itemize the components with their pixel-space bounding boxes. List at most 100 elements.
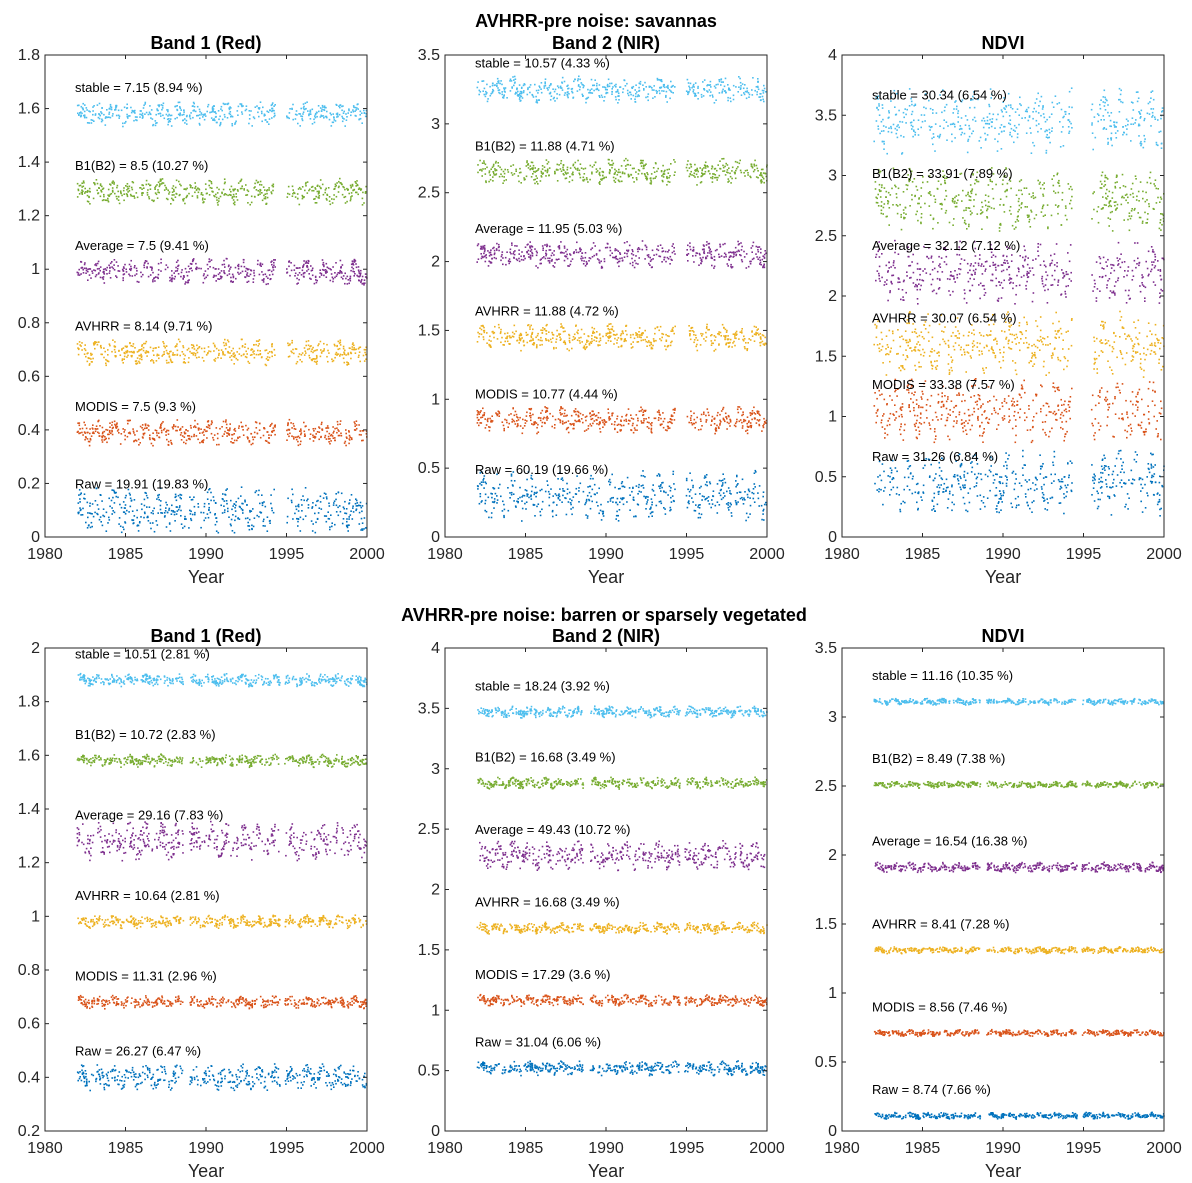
data-point bbox=[107, 354, 109, 356]
data-point bbox=[610, 82, 613, 85]
data-point bbox=[262, 281, 265, 283]
data-point bbox=[113, 491, 116, 494]
data-point bbox=[191, 347, 194, 349]
data-point bbox=[268, 437, 270, 439]
data-point bbox=[532, 344, 535, 346]
data-point bbox=[162, 102, 165, 105]
data-point bbox=[504, 168, 506, 171]
data-point bbox=[200, 347, 203, 350]
data-point bbox=[249, 509, 251, 512]
data-point bbox=[614, 181, 617, 183]
data-point bbox=[301, 118, 303, 120]
data-point bbox=[748, 338, 750, 340]
data-point bbox=[517, 94, 519, 96]
data-point bbox=[152, 362, 155, 364]
data-point bbox=[194, 182, 196, 184]
data-point bbox=[105, 511, 108, 514]
data-point bbox=[122, 125, 124, 128]
data-point bbox=[549, 99, 552, 101]
data-point bbox=[658, 78, 660, 81]
series-average bbox=[76, 257, 368, 286]
data-point bbox=[696, 339, 699, 341]
data-point bbox=[298, 437, 301, 439]
data-point bbox=[525, 175, 528, 178]
panel-title: Band 2 (NIR) bbox=[552, 33, 660, 53]
data-point bbox=[344, 440, 347, 443]
data-point bbox=[165, 197, 168, 200]
data-point bbox=[344, 512, 346, 514]
data-point bbox=[101, 188, 104, 190]
data-point bbox=[83, 353, 86, 355]
data-point bbox=[147, 429, 150, 431]
data-point bbox=[189, 509, 191, 512]
data-point bbox=[701, 172, 703, 174]
data-point bbox=[214, 360, 216, 362]
data-point bbox=[754, 89, 756, 92]
data-point bbox=[642, 159, 644, 162]
data-point bbox=[483, 93, 486, 96]
data-point bbox=[115, 114, 118, 117]
data-point bbox=[198, 346, 200, 349]
data-point bbox=[484, 163, 487, 166]
data-point bbox=[654, 162, 657, 164]
data-point bbox=[291, 342, 293, 344]
data-point bbox=[96, 341, 98, 344]
data-point bbox=[244, 355, 247, 358]
data-point bbox=[687, 160, 689, 162]
data-point bbox=[167, 429, 170, 432]
data-point bbox=[556, 329, 558, 332]
data-point bbox=[131, 351, 134, 354]
data-point bbox=[333, 198, 335, 201]
data-point bbox=[506, 97, 508, 99]
data-point bbox=[297, 435, 300, 438]
data-point bbox=[189, 114, 191, 117]
data-point bbox=[359, 504, 362, 507]
data-point bbox=[645, 176, 648, 178]
data-point bbox=[645, 246, 648, 248]
data-point bbox=[564, 177, 567, 180]
data-point bbox=[566, 95, 569, 97]
data-point bbox=[577, 85, 580, 87]
data-point bbox=[98, 102, 101, 105]
data-point bbox=[146, 191, 149, 194]
data-point bbox=[197, 506, 200, 508]
data-point bbox=[286, 115, 288, 117]
data-point bbox=[538, 85, 541, 87]
data-point bbox=[640, 161, 643, 164]
data-point bbox=[286, 515, 289, 518]
data-point bbox=[246, 353, 248, 355]
data-point bbox=[187, 279, 189, 282]
data-point bbox=[663, 90, 665, 92]
data-point bbox=[707, 243, 710, 245]
data-point bbox=[174, 496, 176, 499]
data-point bbox=[672, 243, 674, 245]
data-point bbox=[214, 268, 217, 270]
data-point bbox=[99, 114, 101, 117]
data-point bbox=[638, 331, 640, 333]
data-point bbox=[640, 334, 642, 336]
data-point bbox=[670, 80, 672, 83]
data-point bbox=[350, 111, 352, 113]
data-point bbox=[255, 427, 258, 429]
data-point bbox=[339, 344, 342, 346]
data-point bbox=[324, 189, 327, 191]
data-point bbox=[121, 358, 124, 360]
data-point bbox=[546, 87, 548, 89]
data-point bbox=[757, 86, 759, 89]
y-tick-label: 0.2 bbox=[18, 475, 40, 492]
data-point bbox=[103, 430, 106, 433]
data-point bbox=[318, 185, 321, 188]
data-point bbox=[695, 169, 697, 171]
data-point bbox=[106, 273, 108, 275]
data-point bbox=[80, 514, 82, 516]
data-point bbox=[249, 511, 251, 513]
data-point bbox=[184, 283, 186, 285]
data-point bbox=[627, 163, 629, 166]
data-point bbox=[126, 356, 128, 358]
data-point bbox=[692, 90, 694, 93]
data-point bbox=[763, 263, 765, 266]
data-point bbox=[215, 530, 218, 532]
data-point bbox=[729, 89, 731, 91]
data-point bbox=[216, 199, 218, 201]
data-point bbox=[502, 182, 504, 184]
